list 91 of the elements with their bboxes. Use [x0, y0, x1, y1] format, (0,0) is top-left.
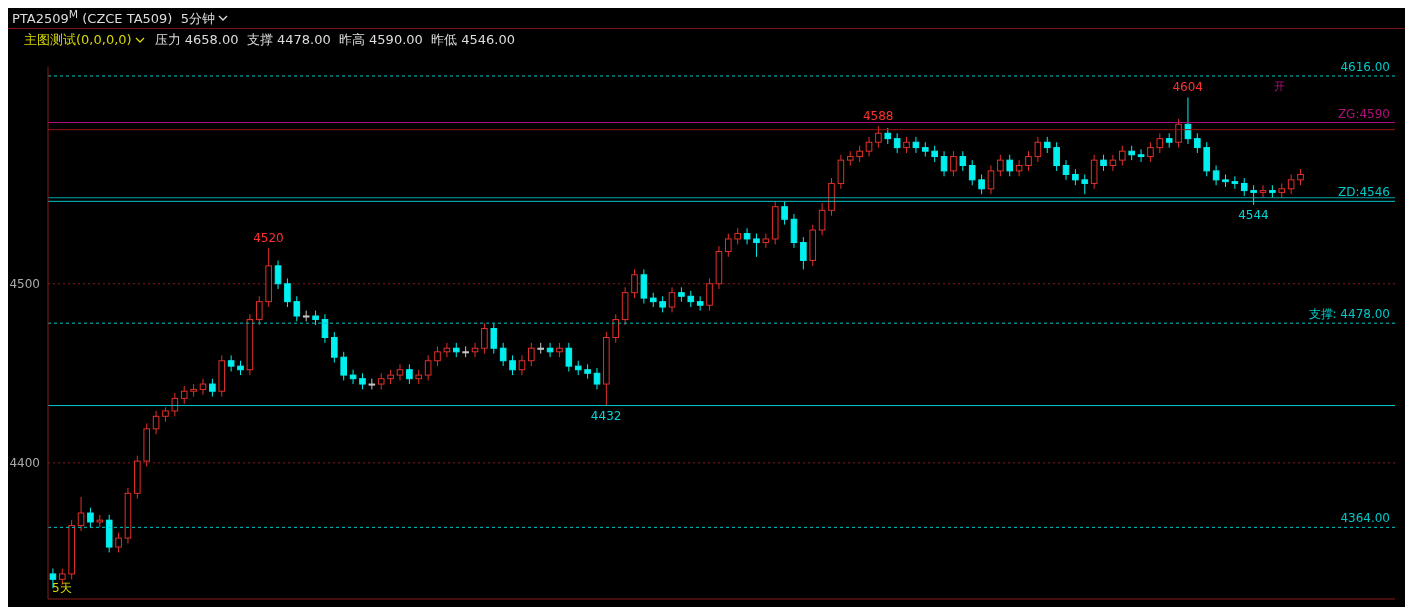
candlestick [950, 150, 957, 177]
candlestick [546, 342, 554, 358]
candlestick [87, 507, 94, 528]
annotation: 4432 [590, 409, 622, 424]
candlestick [593, 367, 601, 390]
candlestick [509, 354, 516, 376]
candlestick [481, 322, 488, 355]
candlestick [424, 354, 432, 381]
candlestick [293, 295, 301, 322]
candlestick [1006, 154, 1014, 177]
candlestick [396, 363, 404, 381]
candlestick [1156, 132, 1164, 154]
y-tick-label: 4500 [9, 277, 40, 291]
candlestick [1015, 159, 1023, 177]
ref-line-label: ZD:4546 [1337, 185, 1390, 200]
candlestick [1025, 150, 1032, 172]
candlestick [115, 532, 122, 553]
candlestick [255, 295, 263, 326]
ref-line-label: 支撑: 4478.00 [1308, 307, 1390, 322]
candlestick [959, 150, 967, 172]
candlestick [1287, 173, 1295, 195]
candlestick [499, 342, 507, 367]
candlestick [349, 369, 357, 385]
candlestick [1147, 141, 1154, 163]
candlestick [1137, 148, 1145, 163]
candlestick [284, 277, 291, 308]
candlestick [1175, 118, 1182, 149]
candlestick [1212, 165, 1220, 186]
candlestick [152, 410, 160, 435]
candlestick [1119, 145, 1126, 167]
candlestick [1259, 184, 1267, 199]
candlestick [668, 286, 676, 313]
candlestick [631, 268, 638, 299]
candlestick [912, 136, 920, 154]
ref-line-label: ZG:4590 [1337, 106, 1390, 121]
candlestick [781, 200, 788, 226]
chart-subtitle: 主图测试(0,0,0,0) [24, 31, 132, 49]
candlestick [434, 345, 441, 367]
candlestick [940, 150, 948, 177]
candlestick [1203, 141, 1211, 177]
candlestick [753, 233, 760, 258]
candlestick [968, 159, 976, 186]
annotation: 5天 [52, 580, 72, 597]
annotation: 4604 [1172, 80, 1204, 95]
chart-title: PTA2509$^{M}$ (CZCE TA509) 5分钟 [12, 7, 215, 29]
candlestick [743, 227, 751, 245]
annotation: 开 [1274, 79, 1285, 94]
candlestick [227, 354, 235, 373]
candlestick [199, 378, 207, 396]
candlestick [274, 259, 282, 290]
candlestick [340, 351, 348, 381]
candlestick [1194, 132, 1201, 154]
candlestick [978, 173, 985, 195]
candlestick [725, 233, 732, 258]
candlestick [1053, 141, 1060, 172]
annotation: 4588 [862, 109, 894, 124]
ref-line-label: 4364.00 [1340, 511, 1390, 526]
candlestick [1034, 136, 1042, 163]
candlestick [77, 496, 85, 532]
candlestick [865, 136, 873, 158]
candlestick [565, 342, 573, 373]
text: 压力 4658.00 支撑 4478.00 昨高 4590.00 昨低 4546.00 [154, 31, 515, 49]
candlestick [987, 165, 995, 195]
candlestick [893, 132, 901, 154]
candlestick [1250, 184, 1257, 206]
candlestick [1090, 154, 1098, 190]
candlestick [171, 392, 179, 417]
candlestick [331, 331, 338, 364]
ref-line-label: 4616.00 [1340, 59, 1390, 74]
candlestick [1081, 173, 1089, 195]
y-tick-label: 4400 [9, 456, 40, 471]
candlestick [997, 154, 1004, 177]
candlestick [518, 354, 526, 376]
annotation: 4520 [253, 230, 284, 245]
candlestick [612, 313, 620, 344]
candlestick [837, 154, 845, 190]
candlestick [800, 236, 807, 270]
candlestick [321, 313, 329, 344]
candlestick [528, 342, 535, 367]
candlestick [706, 277, 713, 312]
annotation: 4544 [1238, 208, 1269, 223]
candlestick [640, 268, 648, 304]
candlestick [1062, 159, 1070, 181]
candlestick [406, 363, 413, 385]
candlestick [875, 125, 882, 149]
candlestick [1109, 154, 1117, 172]
candlestick [443, 342, 451, 358]
candlestick [790, 213, 798, 249]
candlestick [818, 202, 826, 236]
candlestick [1231, 175, 1239, 190]
candlestick [490, 322, 498, 355]
